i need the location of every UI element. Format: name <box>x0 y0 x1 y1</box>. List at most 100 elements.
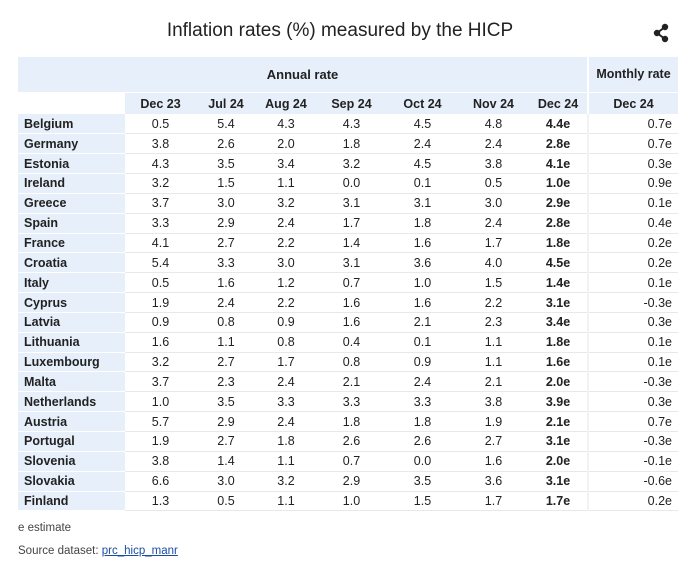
monthly-rate-cell: 0.4e <box>587 213 679 234</box>
annual-rate-cell: 1.6 <box>125 332 196 353</box>
annual-rate-cell: 1.3 <box>125 491 196 512</box>
annual-rate-cell: 5.4 <box>196 114 256 135</box>
annual-rate-cell: 0.0 <box>387 451 458 472</box>
annual-rate-cell: 5.4 <box>125 252 196 274</box>
annual-rate-cell: 2.1 <box>458 371 529 393</box>
table-row: Ireland 3.2 1.5 1.1 0.0 0.1 0.5 1.0e 0.9e <box>18 173 679 194</box>
monthly-rate-cell: -0.6e <box>587 471 679 492</box>
annual-rate-cell: 3.3 <box>387 391 458 413</box>
monthly-rate-cell: -0.3e <box>587 292 679 313</box>
annual-rate-cell: 1.8 <box>256 431 316 452</box>
share-icon[interactable] <box>651 23 671 43</box>
annual-rate-cell: 3.2 <box>256 193 316 214</box>
annual-rate-cell: 1.7e <box>529 491 589 512</box>
annual-rate-cell: 2.4 <box>196 292 256 313</box>
annual-rate-cell: 4.3 <box>316 114 387 135</box>
country-name: Latvia <box>18 312 125 333</box>
monthly-rate-cell: -0.3e <box>587 431 679 452</box>
annual-rate-cell: 1.1 <box>458 332 529 353</box>
monthly-rate-cell: 0.2e <box>587 252 679 274</box>
annual-rate-cell: 2.2 <box>256 292 316 313</box>
country-name: Belgium <box>18 114 125 135</box>
annual-rate-cell: 4.8 <box>458 114 529 135</box>
monthly-rate-cell: 0.3e <box>587 391 679 413</box>
annual-rate-cell: 2.0e <box>529 371 589 393</box>
annual-rate-cell: 1.8e <box>529 233 589 254</box>
annual-rate-cell: 2.7 <box>458 431 529 452</box>
country-name: Austria <box>18 411 125 432</box>
annual-rate-cell: 3.3 <box>316 391 387 413</box>
annual-rate-cell: 2.8e <box>529 213 589 234</box>
monthly-rate-cell: 0.1e <box>587 352 679 373</box>
annual-rate-cell: 2.8e <box>529 133 589 155</box>
annual-rate-cell: 3.2 <box>125 352 196 373</box>
annual-rate-cell: 0.5 <box>125 114 196 135</box>
annual-rate-cell: 4.5 <box>387 114 458 135</box>
annual-rate-cell: 3.2 <box>256 471 316 492</box>
annual-rate-cell: 6.6 <box>125 471 196 492</box>
country-name: Greece <box>18 193 125 214</box>
annual-rate-cell: 0.5 <box>125 272 196 294</box>
annual-rate-cell: 2.3 <box>458 312 529 333</box>
annual-rate-cell: 2.9 <box>196 213 256 234</box>
inflation-table: Annual rate Monthly rate Dec 23 Jul 24 Aug… <box>18 57 679 512</box>
country-name: Germany <box>18 133 125 155</box>
country-name: France <box>18 233 125 254</box>
annual-rate-cell: 2.4 <box>458 133 529 155</box>
annual-rate-cell: 1.9 <box>458 411 529 432</box>
annual-rate-cell: 3.8 <box>125 451 196 472</box>
table-row: Luxembourg 3.2 2.7 1.7 0.8 0.9 1.1 1.6e 0.1e <box>18 352 679 373</box>
annual-rate-cell: 0.5 <box>196 491 256 512</box>
annual-rate-cell: 3.4 <box>256 153 316 175</box>
country-name: Italy <box>18 272 125 294</box>
annual-rate-cell: 4.5 <box>387 153 458 175</box>
annual-rate-cell: 2.1e <box>529 411 589 432</box>
annual-rate-header: Annual rate <box>18 57 590 93</box>
annual-rate-cell: 1.8 <box>387 411 458 432</box>
annual-rate-cell: 1.4 <box>316 233 387 254</box>
country-name: Slovakia <box>18 471 125 492</box>
monthly-rate-cell: 0.1e <box>587 272 679 294</box>
annual-rate-cell: 3.0 <box>196 193 256 214</box>
annual-rate-cell: 2.7 <box>196 431 256 452</box>
annual-rate-cell: 4.3 <box>125 153 196 175</box>
annual-rate-cell: 1.7 <box>256 352 316 373</box>
monthly-rate-header: Monthly rate <box>588 57 679 93</box>
annual-rate-cell: 1.5 <box>387 491 458 512</box>
country-name: Lithuania <box>18 332 125 353</box>
annual-rate-cell: 1.1 <box>458 352 529 373</box>
column-header: Aug 24 <box>256 92 316 114</box>
table-row: Slovakia 6.6 3.0 3.2 2.9 3.5 3.6 3.1e -0.6e <box>18 471 679 492</box>
annual-rate-cell: 1.7 <box>458 491 529 512</box>
country-name: Estonia <box>18 153 125 175</box>
annual-rate-cell: 2.9 <box>196 411 256 432</box>
annual-rate-cell: 2.4 <box>458 213 529 234</box>
table-row: Slovenia 3.8 1.4 1.1 0.7 0.0 1.6 2.0e -0.1e <box>18 451 679 472</box>
annual-rate-cell: 1.8e <box>529 332 589 353</box>
monthly-rate-cell: 0.3e <box>587 153 679 175</box>
monthly-rate-cell: 0.3e <box>587 312 679 333</box>
annual-rate-cell: 1.7 <box>458 233 529 254</box>
header-row-periods: Dec 23 Jul 24 Aug 24 Sep 24 Oct 24 Nov 24 Dec … <box>18 92 679 114</box>
annual-rate-cell: 1.0e <box>529 173 589 194</box>
annual-rate-cell: 2.4 <box>256 371 316 393</box>
table-row: Malta 3.7 2.3 2.4 2.1 2.4 2.1 2.0e -0.3e <box>18 371 679 393</box>
table-row: Latvia 0.9 0.8 0.9 1.6 2.1 2.3 3.4e 0.3e <box>18 312 679 333</box>
monthly-rate-cell: 0.7e <box>587 133 679 155</box>
monthly-rate-cell: 0.2e <box>587 491 679 512</box>
source-label: Source dataset: <box>18 545 99 557</box>
annual-rate-cell: 2.3 <box>196 371 256 393</box>
annual-rate-cell: 2.4 <box>387 133 458 155</box>
annual-rate-cell: 2.0 <box>256 133 316 155</box>
annual-rate-cell: 2.0e <box>529 451 589 472</box>
annual-rate-cell: 1.6 <box>196 272 256 294</box>
annual-rate-cell: 3.8 <box>125 133 196 155</box>
monthly-rate-cell: -0.1e <box>587 451 679 472</box>
source-line: Source dataset: prc_hicp_manr <box>18 545 178 557</box>
column-header: Sep 24 <box>316 92 387 114</box>
country-name: Malta <box>18 371 125 393</box>
annual-rate-cell: 3.9e <box>529 391 589 413</box>
source-dataset-link[interactable]: prc_hicp_manr <box>101 545 178 557</box>
country-name: Croatia <box>18 252 125 274</box>
table-row: Lithuania 1.6 1.1 0.8 0.4 0.1 1.1 1.8e 0.1e <box>18 332 679 353</box>
